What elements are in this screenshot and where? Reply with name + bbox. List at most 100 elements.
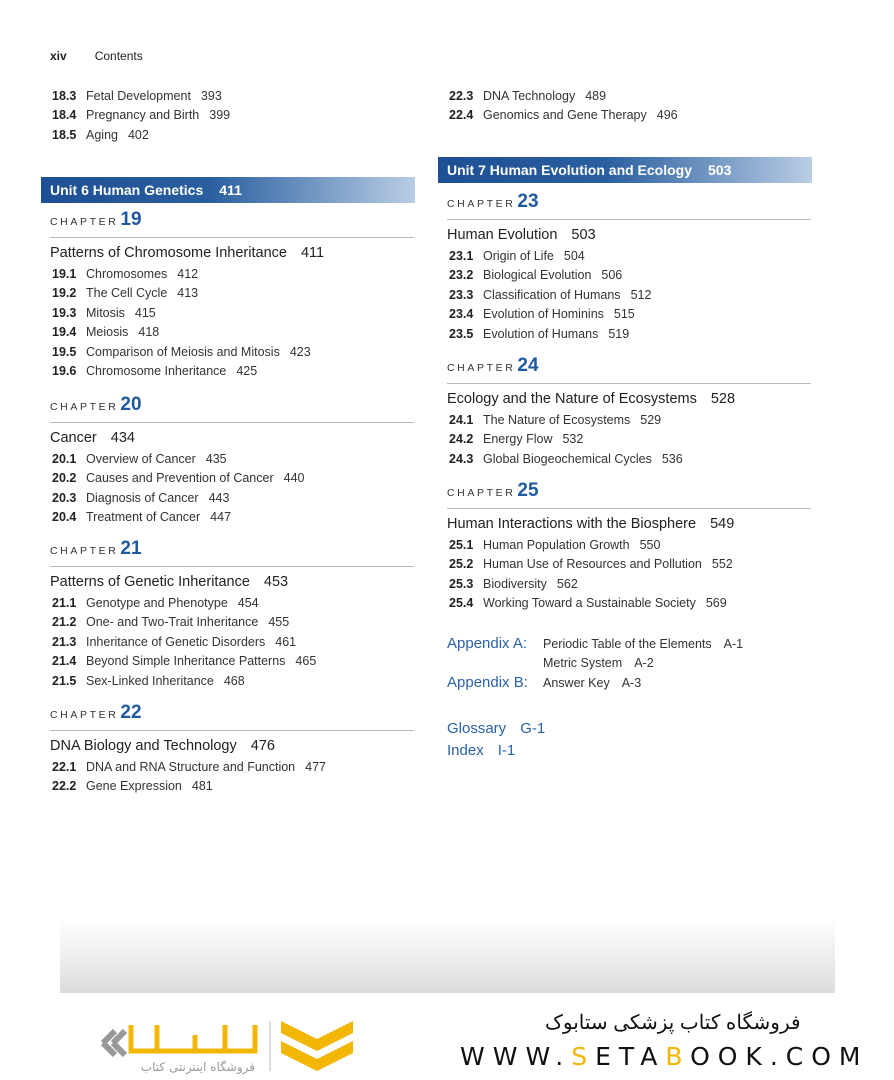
chapter-word: CHAPTER — [447, 362, 516, 374]
chapter-word: CHAPTER — [447, 487, 516, 499]
appendix-title: Metric System — [543, 656, 623, 671]
section-entry[interactable]: 21.4 Beyond Simple Inheritance Patterns 46… — [52, 652, 414, 671]
section-number: 20.1 — [52, 452, 77, 466]
section-page: 435 — [205, 452, 227, 466]
page-shadow-band — [60, 920, 835, 993]
section-page: 536 — [661, 451, 683, 466]
section-entry[interactable]: 19.3 Mitosis 415 — [52, 304, 414, 323]
chapter-title-entry[interactable]: Cancer 434 — [50, 423, 414, 450]
section-number: 21.4 — [52, 654, 77, 669]
section-page: 455 — [268, 615, 290, 630]
section-entry[interactable]: 21.2 One- and Two-Trait Inheritance 455 — [52, 613, 414, 632]
index-entry[interactable]: Index I-1 — [447, 740, 545, 762]
chapter-label: CHAPTER 22 — [50, 703, 414, 731]
page-number: xiv — [50, 49, 67, 63]
section-entry[interactable]: 18.3 Fetal Development 393 — [52, 87, 416, 106]
section-title: Chromosomes — [86, 267, 168, 281]
unit-7-banner[interactable]: Unit 7 Human Evolution and Ecology 503 — [438, 157, 812, 183]
section-entry[interactable]: 20.2 Causes and Prevention of Cancer 440 — [52, 469, 414, 488]
section-entry[interactable]: 23.5 Evolution of Humans 519 — [449, 325, 811, 344]
section-page: 552 — [711, 557, 733, 572]
section-entry[interactable]: 23.4 Evolution of Hominins 515 — [449, 305, 811, 324]
logo-tagline: فروشگاه اینترنتی کتاب — [141, 1060, 255, 1075]
section-entry[interactable]: 19.5 Comparison of Meiosis and Mitosis 423 — [52, 343, 414, 362]
section-entry[interactable]: 22.3 DNA Technology 489 — [449, 87, 813, 106]
section-title: The Nature of Ecosystems — [483, 413, 631, 427]
section-entry[interactable]: 25.4 Working Toward a Sustainable Society… — [449, 594, 811, 613]
chapter-title-entry[interactable]: Patterns of Genetic Inheritance 453 — [50, 567, 414, 594]
chapter-page: 411 — [300, 245, 325, 261]
section-entry[interactable]: 21.5 Sex-Linked Inheritance 468 — [52, 672, 414, 691]
chapter-title-entry[interactable]: DNA Biology and Technology 476 — [50, 731, 414, 758]
chapter-title-entry[interactable]: Human Evolution 503 — [447, 220, 811, 247]
section-entry[interactable]: 21.3 Inheritance of Genetic Disorders 461 — [52, 633, 414, 652]
appendix-a[interactable]: Appendix A: Periodic Table of the Element… — [447, 634, 743, 653]
section-entry[interactable]: 19.4 Meiosis 418 — [52, 323, 414, 342]
section-entry[interactable]: 20.3 Diagnosis of Cancer 443 — [52, 489, 414, 508]
section-entry[interactable]: 23.1 Origin of Life 504 — [449, 247, 811, 266]
section-number: 20.3 — [52, 490, 77, 505]
section-page: 440 — [283, 471, 305, 486]
section-title: Chromosome Inheritance — [86, 363, 227, 378]
section-entry[interactable]: 21.1 Genotype and Phenotype 454 — [52, 594, 414, 613]
store-url: WWW.SETABOOK.COM — [460, 1042, 869, 1071]
chapter-word: CHAPTER — [50, 401, 119, 413]
appendix-title: Answer Key — [543, 675, 610, 690]
section-number: 18.5 — [52, 127, 77, 142]
appendix-a-metric[interactable]: Metric System A-2 — [447, 653, 743, 672]
section-list: 19.1 Chromosomes 412 19.2 The Cell Cycle 413 1… — [50, 265, 414, 381]
section-entry[interactable]: 24.3 Global Biogeochemical Cycles 536 — [449, 450, 811, 469]
glossary-entry[interactable]: Glossary G-1 — [447, 718, 545, 740]
section-entry[interactable]: 23.2 Biological Evolution 506 — [449, 266, 811, 285]
chapter-title-entry[interactable]: Patterns of Chromosome Inheritance 411 — [50, 238, 414, 265]
section-number: 19.5 — [52, 344, 77, 359]
section-page: 562 — [556, 576, 578, 591]
section-page: 393 — [200, 89, 222, 103]
chapter-page: 528 — [710, 391, 736, 407]
section-page: 413 — [177, 286, 199, 301]
section-entry[interactable]: 25.2 Human Use of Resources and Pollution… — [449, 555, 811, 574]
section-entry[interactable]: 25.3 Biodiversity 562 — [449, 575, 811, 594]
unit-page: 503 — [708, 162, 732, 178]
section-page: 415 — [134, 305, 156, 320]
section-number: 22.4 — [449, 108, 474, 123]
section-page: 465 — [295, 654, 317, 669]
section-number: 25.3 — [449, 576, 474, 591]
section-list: 23.1 Origin of Life 504 23.2 Biological Evol… — [447, 247, 811, 344]
section-number: 22.2 — [52, 779, 77, 794]
section-number: 23.3 — [449, 287, 474, 302]
section-entry[interactable]: 23.3 Classification of Humans 512 — [449, 286, 811, 305]
section-entry[interactable]: 22.1 DNA and RNA Structure and Function 47… — [52, 758, 414, 777]
section-number: 24.2 — [449, 432, 474, 447]
appendix-page: A-2 — [634, 656, 654, 671]
section-entry[interactable]: 24.1 The Nature of Ecosystems 529 — [449, 411, 811, 430]
section-title: Sex-Linked Inheritance — [86, 673, 214, 688]
section-entry[interactable]: 19.1 Chromosomes 412 — [52, 265, 414, 284]
unit-6-banner[interactable]: Unit 6 Human Genetics 411 — [41, 177, 415, 203]
chapter-title-entry[interactable]: Ecology and the Nature of Ecosystems 528 — [447, 384, 811, 411]
section-title: Causes and Prevention of Cancer — [86, 471, 274, 486]
section-entry[interactable]: 20.1 Overview of Cancer 435 — [52, 450, 414, 469]
section-page: 399 — [209, 108, 231, 123]
section-entry[interactable]: 19.6 Chromosome Inheritance 425 — [52, 362, 414, 381]
section-page: 496 — [656, 108, 678, 123]
section-entry[interactable]: 18.4 Pregnancy and Birth 399 — [52, 106, 416, 125]
section-entry[interactable]: 24.2 Energy Flow 532 — [449, 430, 811, 449]
section-entry[interactable]: 22.4 Genomics and Gene Therapy 496 — [449, 106, 813, 125]
chapter-title: DNA Biology and Technology — [50, 738, 237, 754]
appendix-b[interactable]: Appendix B: Answer Key A-3 — [447, 673, 743, 692]
section-entry[interactable]: 18.5 Aging 402 — [52, 126, 416, 145]
continued-sections-left: 18.3 Fetal Development 393 18.4 Pregnancy an… — [52, 87, 416, 145]
section-entry[interactable]: 20.4 Treatment of Cancer 447 — [52, 508, 414, 527]
section-entry[interactable]: 22.2 Gene Expression 481 — [52, 777, 414, 796]
section-list: 22.1 DNA and RNA Structure and Function 47… — [50, 758, 414, 797]
chapter-20: CHAPTER 20 Cancer 434 20.1 Overview of Cancer… — [50, 395, 414, 528]
section-title: Pregnancy and Birth — [86, 108, 200, 123]
section-entry[interactable]: 19.2 The Cell Cycle 413 — [52, 284, 414, 303]
section-title: The Cell Cycle — [86, 286, 168, 301]
section-number: 20.4 — [52, 510, 77, 525]
section-page: 515 — [613, 307, 635, 322]
section-entry[interactable]: 25.1 Human Population Growth 550 — [449, 536, 811, 555]
chapter-title-entry[interactable]: Human Interactions with the Biosphere 549 — [447, 509, 811, 536]
